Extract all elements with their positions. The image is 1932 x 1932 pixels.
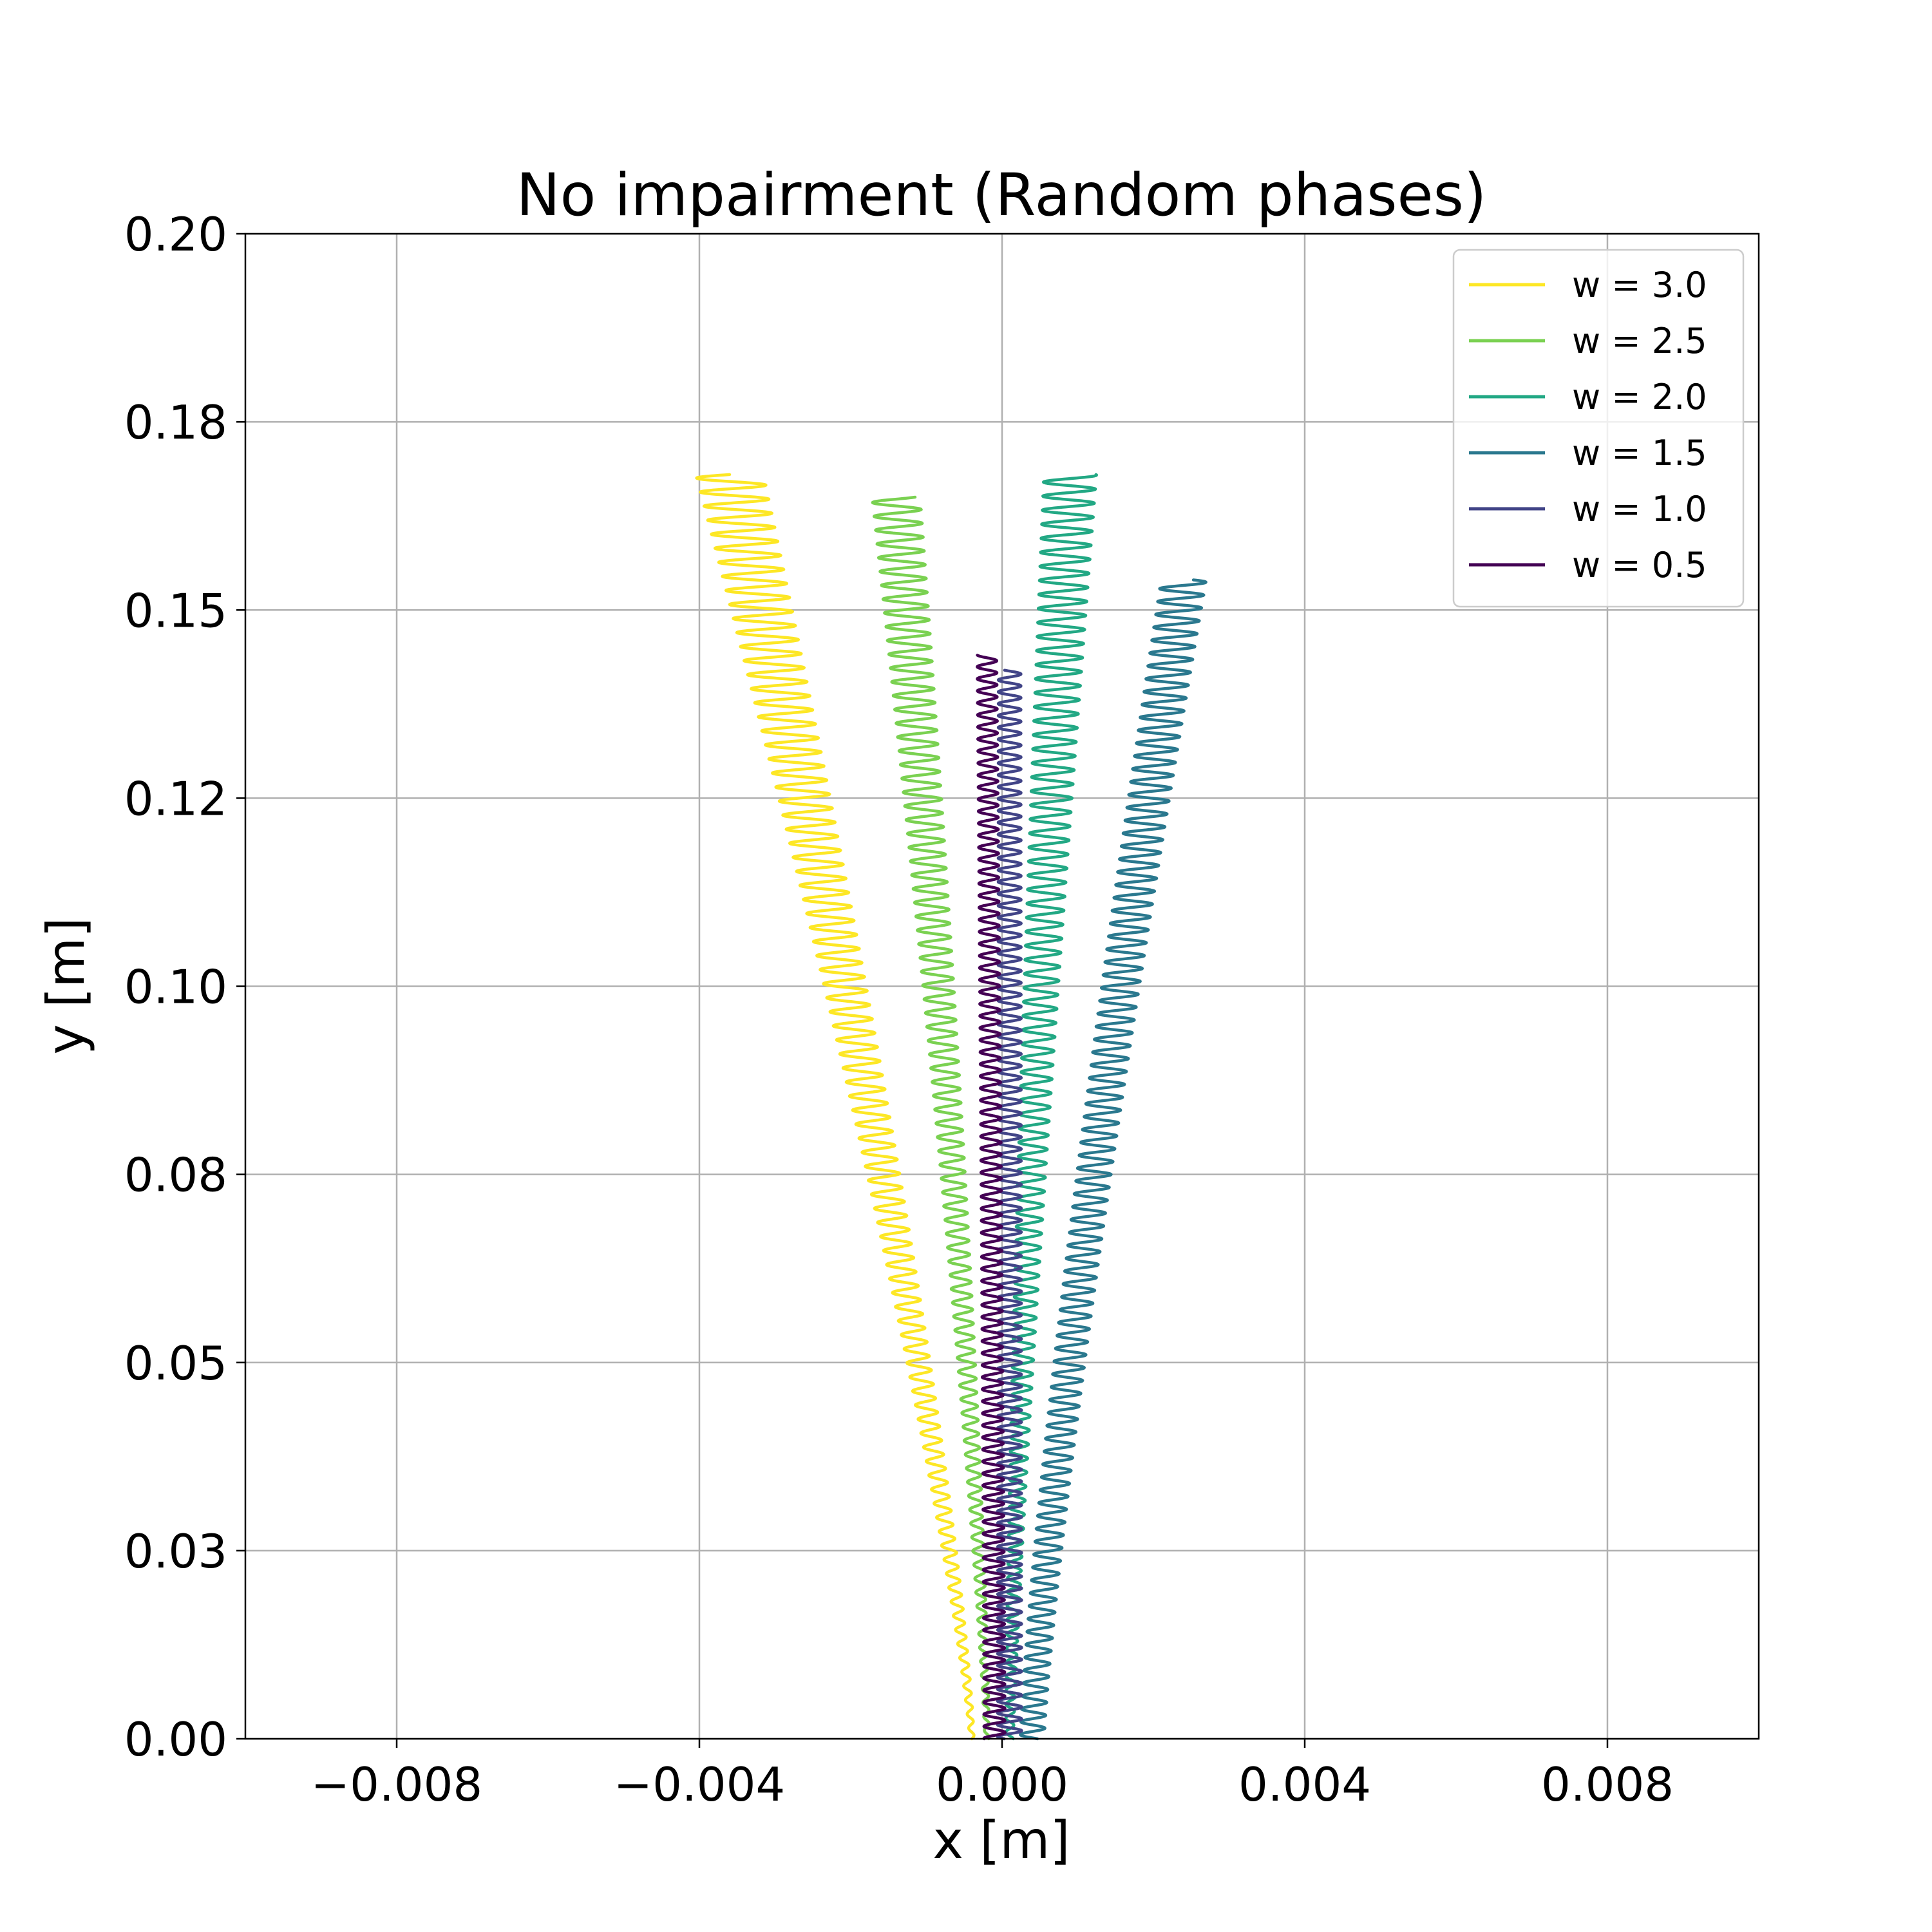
legend-label: w = 1.0 xyxy=(1572,489,1707,529)
legend-label: w = 0.5 xyxy=(1572,545,1707,585)
y-tick-label: 0.10 xyxy=(124,960,227,1014)
y-tick-label: 0.08 xyxy=(124,1148,227,1202)
x-tick-label: −0.008 xyxy=(311,1757,482,1812)
x-tick-label: 0.004 xyxy=(1238,1757,1371,1812)
legend-label: w = 2.5 xyxy=(1572,321,1707,361)
y-axis-label: y [m] xyxy=(36,917,96,1054)
y-tick-label: 0.00 xyxy=(124,1712,227,1766)
y-tick-label: 0.18 xyxy=(124,395,227,450)
series-lines xyxy=(695,473,1208,1741)
y-tick-label: 0.15 xyxy=(124,583,227,638)
x-tick-label: 0.008 xyxy=(1541,1757,1674,1812)
series-line-w-1-5 xyxy=(1019,578,1208,1741)
y-tick-label: 0.20 xyxy=(124,207,227,261)
series-line-w-1-0 xyxy=(996,668,1023,1741)
y-axis-ticks: 0.00 0.03 0.05 0.08 0.10 0.12 0.15 0.18 0.20 xyxy=(124,207,245,1766)
y-tick-label: 0.03 xyxy=(124,1524,227,1578)
series-line-w-2-5 xyxy=(871,495,991,1741)
legend-label: w = 1.5 xyxy=(1572,433,1707,473)
x-axis-label: x [m] xyxy=(933,1810,1070,1870)
y-tick-label: 0.05 xyxy=(124,1336,227,1390)
y-tick-label: 0.12 xyxy=(124,772,227,826)
x-tick-label: −0.004 xyxy=(614,1757,785,1812)
legend-label: w = 3.0 xyxy=(1572,265,1707,305)
series-line-w-0-5 xyxy=(976,654,1007,1741)
series-line-w-3-0 xyxy=(695,473,976,1741)
x-tick-label: 0.000 xyxy=(936,1757,1068,1812)
series-line-w-2-0 xyxy=(1004,473,1098,1741)
legend: w = 3.0 w = 2.5 w = 2.0 w = 1.5 w = 1.0 w = 0… xyxy=(1452,249,1745,608)
chart-title: No impairment (Random phases) xyxy=(516,162,1487,229)
x-axis-ticks: −0.008 −0.004 0.000 0.004 0.008 xyxy=(311,1739,1674,1812)
legend-label: w = 2.0 xyxy=(1572,377,1707,417)
